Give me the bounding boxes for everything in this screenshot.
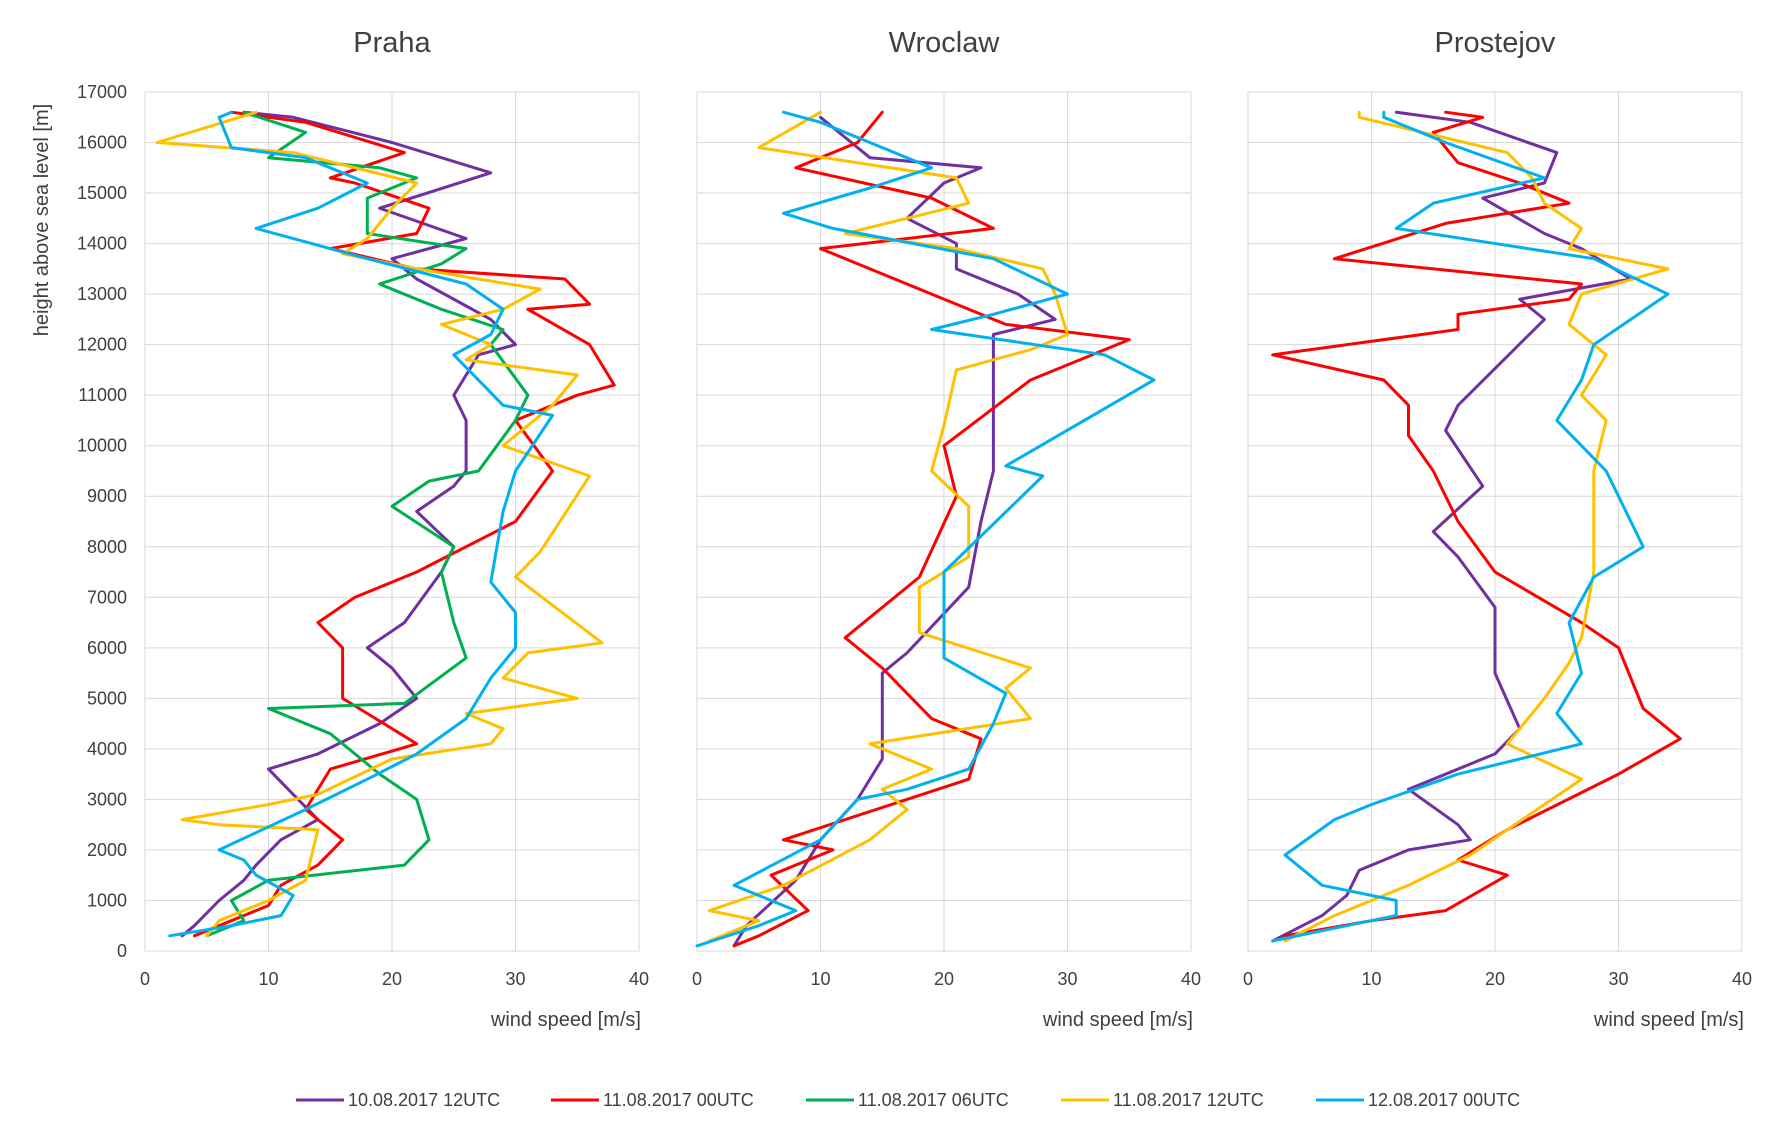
panel-prostejov: Prostejov 0 10 20 30 40 wind speed [m/s] [1243,27,1752,1031]
series-line-11-08-2017-00utc [732,110,1131,948]
x-tick-label: 30 [505,969,525,989]
x-tick-label: 30 [1057,969,1077,989]
series-line-10-08-2017-12utc [1271,110,1633,943]
legend-label: 11.08.2017 00UTC [603,1090,754,1110]
series-line-11-08-2017-12utc [155,110,604,938]
y-tick-label: 0 [117,941,127,961]
y-tick-label: 4000 [87,739,127,759]
y-tick-label: 1000 [87,890,127,910]
x-tick-label: 0 [1243,969,1253,989]
x-tick-label: 10 [258,969,278,989]
legend-item: 11.08.2017 12UTC [1061,1090,1264,1110]
plot-frame [1247,91,1743,952]
legend-item: 11.08.2017 06UTC [806,1090,1009,1110]
plot-frame [144,91,640,952]
x-axis-label: wind speed [m/s] [1593,1009,1744,1031]
y-tick-label: 11000 [78,385,127,405]
series-line-12-08-2017-00utc [168,110,554,938]
x-tick-label: 0 [692,969,702,989]
y-tick-label: 7000 [87,587,127,607]
y-tick-label: 15000 [77,183,127,203]
y-tick-label: 10000 [77,436,127,456]
panel-title: Prostejov [1435,27,1556,59]
y-tick-label: 2000 [87,840,127,860]
x-tick-label: 10 [1361,969,1381,989]
legend-label: 10.08.2017 12UTC [348,1090,500,1110]
y-tick-label: 5000 [87,688,127,708]
x-tick-label: 0 [140,969,150,989]
y-tick-label: 12000 [77,335,127,355]
y-tick-label: 9000 [87,486,127,506]
legend-label: 11.08.2017 06UTC [858,1090,1009,1110]
x-tick-label: 20 [934,969,954,989]
x-axis-label: wind speed [m/s] [1042,1009,1193,1031]
series-line-11-08-2017-12utc [1283,110,1670,943]
y-tick-label: 8000 [87,537,127,557]
x-tick-label: 20 [382,969,402,989]
panel-title: Praha [353,27,431,59]
y-tick-label: 3000 [87,789,127,809]
x-axis-label: wind speed [m/s] [490,1009,641,1031]
y-tick-label: 16000 [77,133,127,153]
legend-item: 11.08.2017 00UTC [551,1090,754,1110]
legend-label: 11.08.2017 12UTC [1113,1090,1264,1110]
series-line-12-08-2017-00utc [695,110,1156,948]
legend-item: 10.08.2017 12UTC [296,1090,500,1110]
x-tick-label: 40 [1181,969,1201,989]
panel-wroclaw: Wroclaw 0 10 20 30 40 wind speed [m/s] [692,27,1201,1031]
y-tick-label: 13000 [77,284,127,304]
series-line-11-08-2017-00utc [1271,110,1682,938]
plot-frame [696,91,1192,952]
series-line-11-08-2017-06utc [205,110,530,938]
series-line-12-08-2017-00utc [1271,110,1670,943]
y-tick-label: 14000 [77,234,127,254]
x-tick-label: 40 [629,969,649,989]
legend: 10.08.2017 12UTC 11.08.2017 00UTC 11.08.20… [296,1090,1520,1110]
panel-praha: Praha 0 10 20 30 40 0 1000 2000 3000 4000 5000 6000 7… [31,27,649,1031]
legend-label: 12.08.2017 00UTC [1368,1090,1520,1110]
series-line-11-08-2017-12utc [707,110,1069,943]
legend-item: 12.08.2017 00UTC [1316,1090,1520,1110]
panel-title: Wroclaw [889,27,1001,59]
x-tick-label: 40 [1732,969,1752,989]
y-tick-label: 17000 [77,82,127,102]
x-tick-label: 30 [1608,969,1628,989]
x-tick-label: 10 [810,969,830,989]
series-line-11-08-2017-00utc [192,110,616,938]
x-tick-label: 20 [1485,969,1505,989]
y-axis-label: height above sea level [m] [31,104,53,336]
y-tick-label: 6000 [87,638,127,658]
